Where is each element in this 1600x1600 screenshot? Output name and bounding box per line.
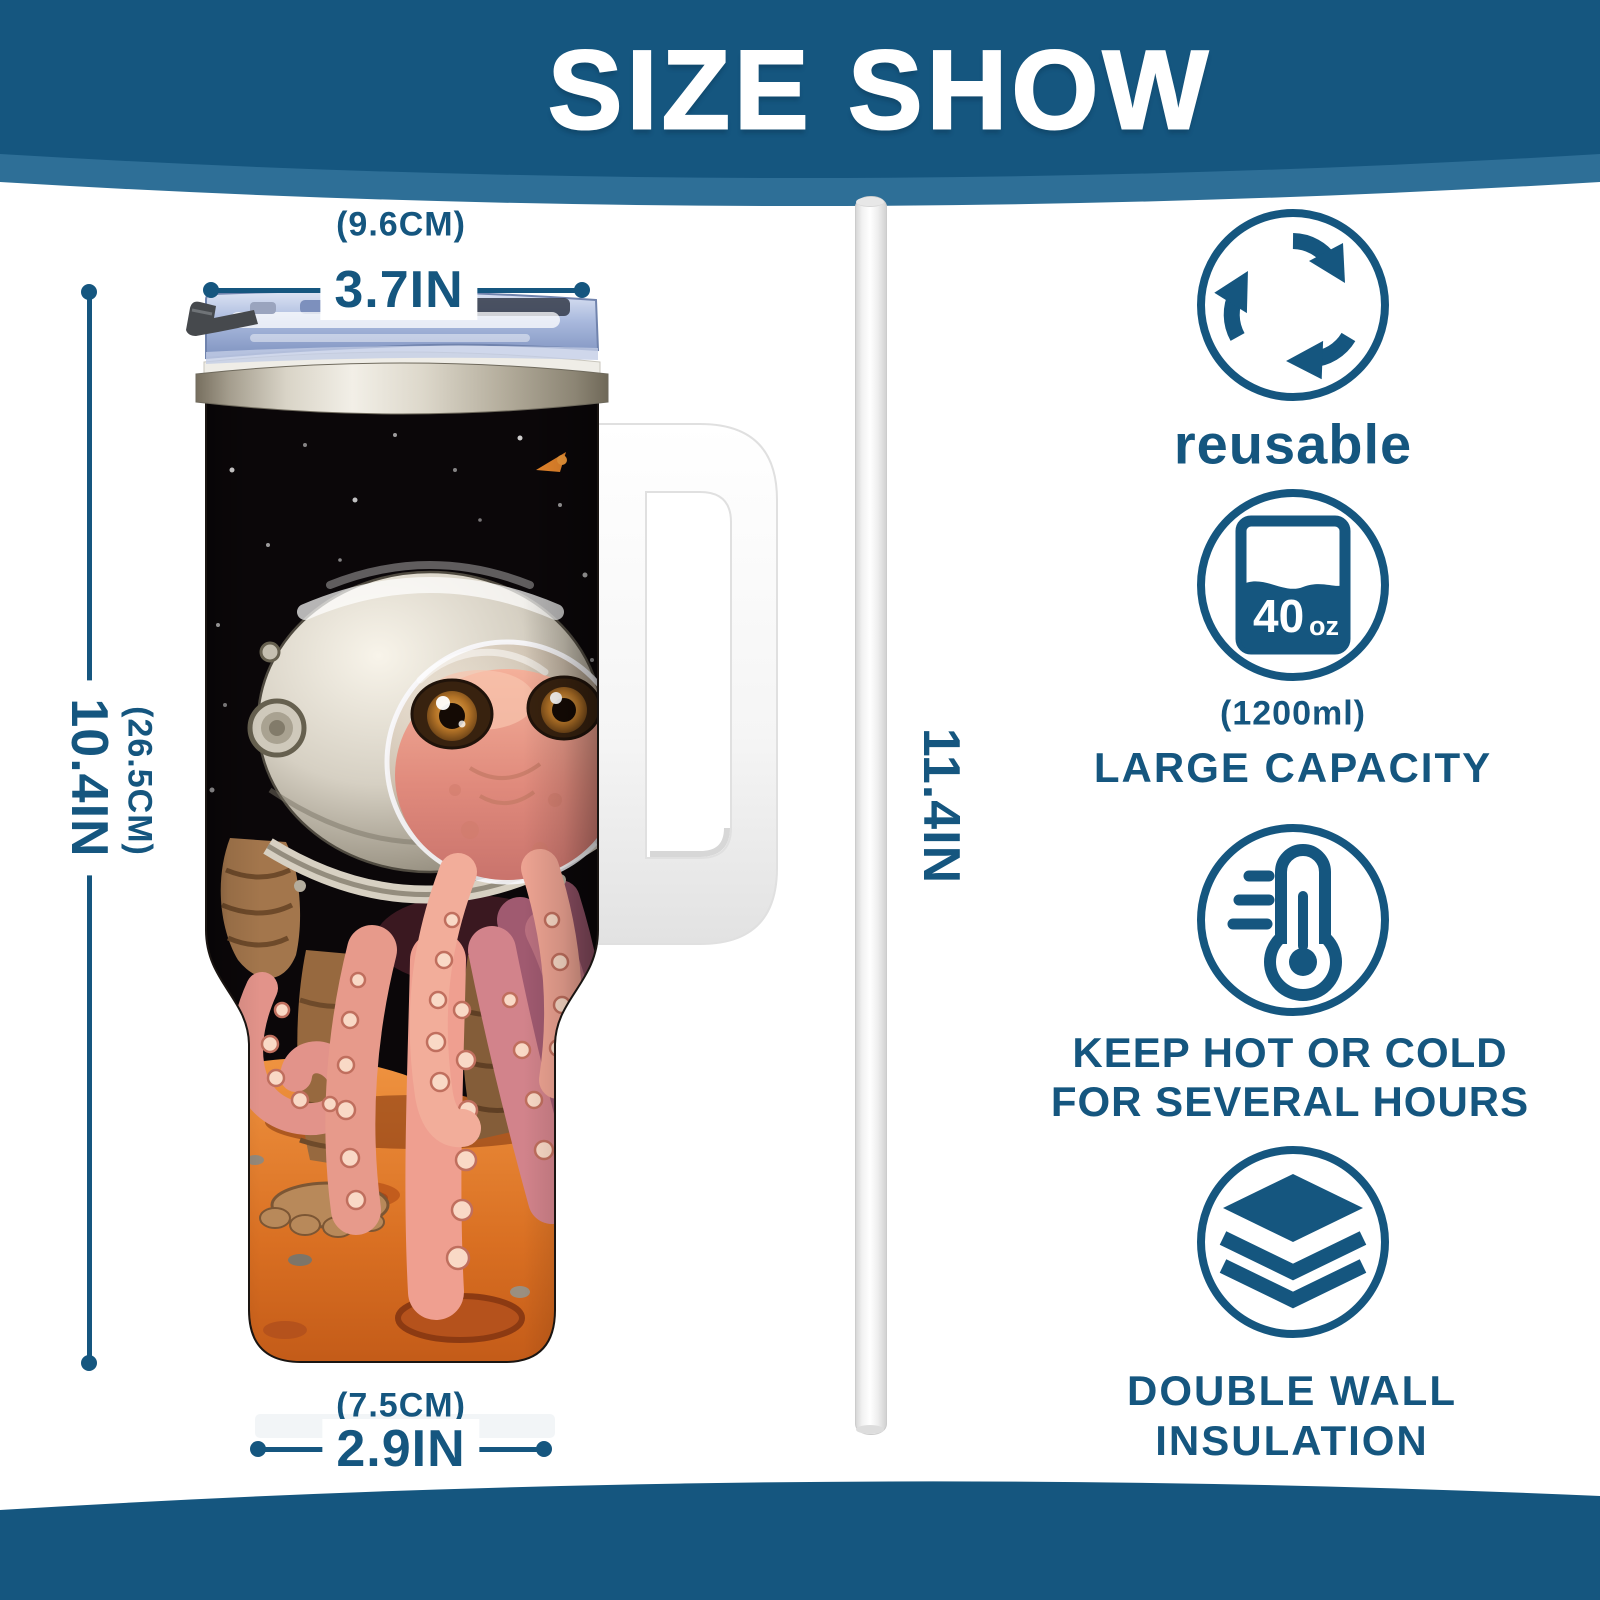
capacity-ml-label: (1200ml) bbox=[1220, 694, 1366, 733]
page-title: SIZE SHOW bbox=[547, 27, 1213, 154]
dimension-endpoint-dot bbox=[574, 282, 590, 298]
tumbler-handle bbox=[591, 423, 778, 945]
capacity-icon: 40 oz bbox=[1197, 489, 1389, 681]
large-capacity-label: LARGE CAPACITY bbox=[1093, 744, 1493, 791]
straw-length-label: 11.4IN bbox=[911, 715, 971, 897]
base-in-label: 2.9IN bbox=[322, 1419, 480, 1479]
width-in-label: 3.7IN bbox=[320, 260, 478, 320]
header-band bbox=[0, 0, 1600, 206]
lid-flip-tab-icon bbox=[186, 301, 258, 336]
height-in-label: 10.4IN bbox=[59, 680, 119, 876]
width-cm-label: (9.6CM) bbox=[336, 205, 466, 244]
capacity-oz-unit-label: oz bbox=[1309, 611, 1339, 641]
dimension-endpoint-dot bbox=[81, 1355, 97, 1371]
base-cm-label: (7.5CM) bbox=[336, 1386, 466, 1425]
dimension-endpoint-dot bbox=[203, 282, 219, 298]
height-cm-label: (26.5CM) bbox=[120, 706, 159, 856]
dimension-endpoint-dot bbox=[536, 1441, 552, 1457]
double-wall-label: DOUBLE WALL bbox=[1127, 1367, 1457, 1414]
recycle-icon bbox=[1197, 209, 1389, 401]
keep-hot-cold-label-line1: KEEP HOT OR COLD bbox=[1072, 1029, 1508, 1076]
steel-band bbox=[195, 362, 609, 415]
thermometer-icon bbox=[1197, 824, 1389, 1016]
insulation-label: INSULATION bbox=[1155, 1417, 1429, 1464]
layers-icon bbox=[1197, 1146, 1389, 1338]
keep-hot-cold-label-line2: FOR SEVERAL HOURS bbox=[1050, 1078, 1530, 1125]
reusable-label: reusable bbox=[1173, 412, 1413, 476]
straw bbox=[855, 196, 887, 1435]
dimension-endpoint-dot bbox=[250, 1441, 266, 1457]
capacity-oz-label: 40 bbox=[1253, 590, 1304, 642]
dimension-endpoint-dot bbox=[81, 284, 97, 300]
footer-band bbox=[0, 1481, 1600, 1600]
tumbler-body-art bbox=[206, 398, 598, 1362]
tumbler-illustration bbox=[186, 290, 778, 1363]
